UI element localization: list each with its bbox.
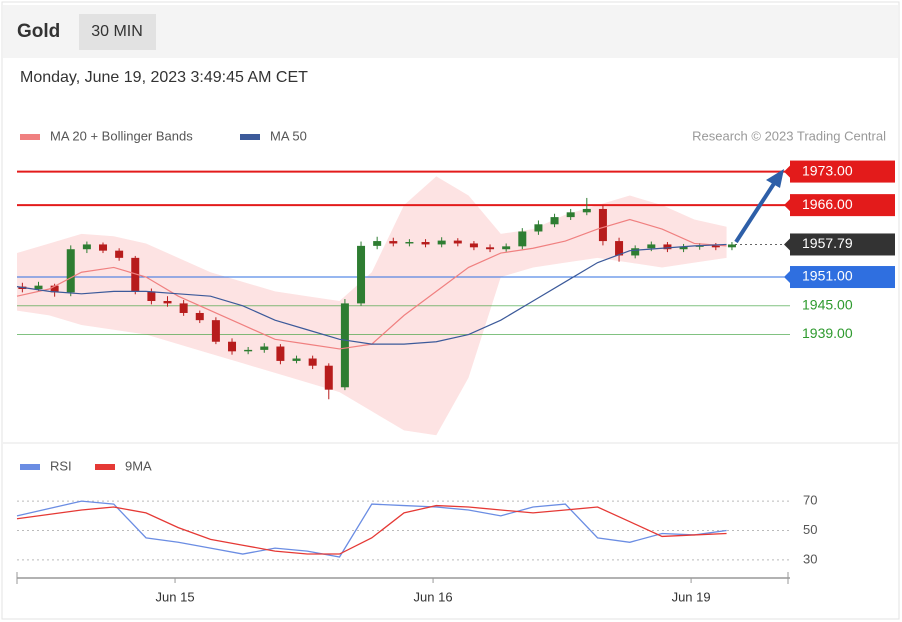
level-box-tip: [784, 238, 790, 251]
interval-label: 30 MIN: [91, 23, 143, 40]
candle-body: [679, 246, 688, 250]
legend-label: MA 20 + Bollinger Bands: [50, 128, 193, 143]
level-box-tip: [784, 199, 790, 212]
y-tick-label: 70: [803, 493, 817, 508]
level-label: 1939.00: [802, 325, 853, 341]
candle-body: [534, 224, 543, 232]
candle-body: [308, 358, 317, 366]
candle-body: [115, 250, 124, 258]
x-tick-label: Jun 16: [414, 589, 453, 604]
candle-body: [598, 208, 607, 242]
candle-body: [711, 245, 720, 248]
candle-body: [244, 349, 253, 352]
candle-body: [50, 285, 59, 293]
level-box-tip: [784, 271, 790, 284]
candle-body: [292, 358, 301, 361]
level-box: [790, 160, 895, 183]
level-label: 1966.00: [802, 196, 853, 212]
candle-body: [647, 244, 656, 249]
candle-body: [663, 244, 672, 250]
candle-body: [631, 248, 640, 256]
candle-body: [582, 208, 591, 213]
candle-body: [486, 247, 495, 250]
legend-swatch: [20, 464, 40, 470]
candle-body: [66, 249, 75, 293]
y-tick-label: 30: [803, 551, 817, 566]
candle-body: [550, 217, 559, 225]
candle-body: [276, 346, 285, 361]
level-box: [790, 266, 895, 289]
candle-body: [357, 245, 366, 304]
interval-badge[interactable]: [79, 14, 156, 50]
level-label: 1951.00: [802, 268, 853, 284]
legend-label: 9MA: [125, 458, 152, 473]
level-box: [790, 194, 895, 217]
plot-layer: MA 20 + Bollinger Bands MA 50 1973.00 1966.…: [16, 128, 895, 604]
candle-body: [615, 241, 624, 256]
candle-body: [324, 365, 333, 390]
level-box-tip: [784, 165, 790, 178]
candle-body: [34, 285, 43, 290]
candle-body: [437, 240, 446, 245]
candle-body: [518, 231, 527, 247]
candle-body: [260, 346, 269, 350]
x-tick-label: Jun 19: [672, 589, 711, 604]
candle-body: [469, 243, 478, 248]
candle-body: [727, 244, 736, 248]
level-label: 1945.00: [802, 296, 853, 312]
timestamp: Monday, June 19, 2023 3:49:45 AM CET: [20, 69, 308, 86]
instrument-title: Gold: [17, 21, 60, 42]
level-label: 1973.00: [802, 162, 853, 178]
rsi-line: [16, 500, 727, 558]
candle-body: [421, 242, 430, 245]
candle-body: [211, 320, 220, 342]
candle-body: [228, 341, 237, 352]
x-tick-label: Jun 15: [156, 589, 195, 604]
rsi-line: [16, 504, 727, 555]
ma-line: [16, 243, 727, 345]
candle-body: [147, 291, 156, 301]
candle-body: [131, 257, 140, 292]
candle-body: [179, 303, 188, 313]
level-label: 1957.79: [802, 235, 853, 251]
candle-body: [82, 244, 91, 250]
candle-body: [99, 244, 108, 251]
candle-body: [389, 241, 398, 244]
candle-body: [163, 300, 172, 304]
y-tick-label: 50: [803, 522, 817, 537]
level-box: [790, 233, 895, 256]
legend-label: MA 50: [270, 128, 307, 143]
candle-body: [566, 212, 575, 218]
arrow-head: [766, 169, 784, 188]
legend-swatch: [240, 134, 260, 140]
legend-swatch: [20, 134, 40, 140]
candle-body: [453, 240, 462, 244]
candle-body: [340, 303, 349, 388]
candle-body: [195, 312, 204, 321]
candle-body: [373, 241, 382, 246]
forecast-arrow: [734, 180, 777, 244]
credit: Research © 2023 Trading Central: [692, 128, 886, 143]
legend-label: RSI: [50, 458, 72, 473]
candle-body: [405, 242, 414, 244]
candle-body: [502, 246, 511, 250]
legend-swatch: [95, 464, 115, 470]
